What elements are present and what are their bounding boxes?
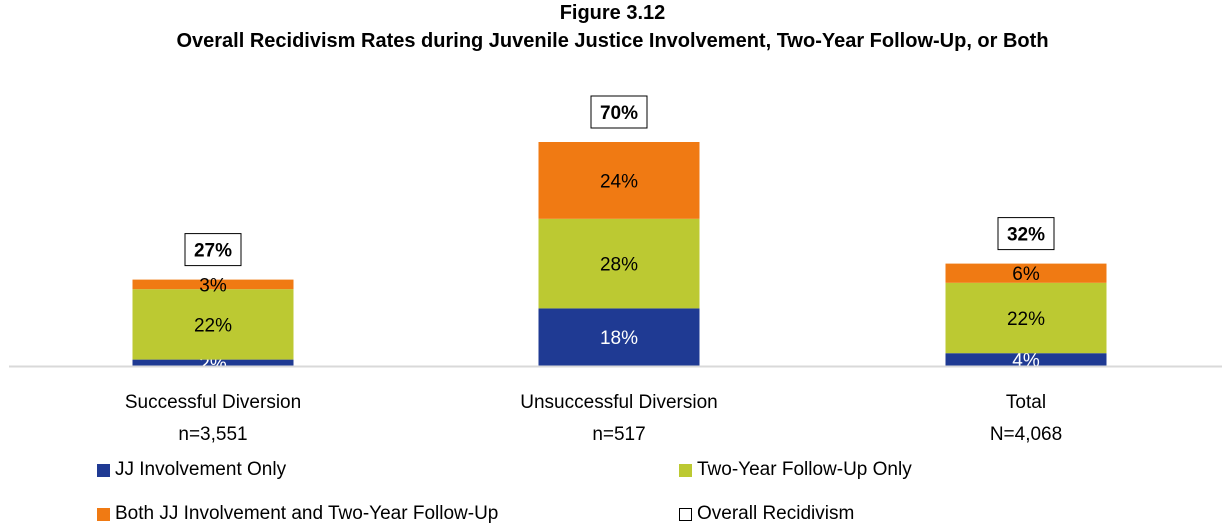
category-n-label: N=4,068 [990,424,1062,445]
category-n-label: n=517 [592,424,645,445]
bar-segment [538,308,700,366]
category-label: Total [1006,392,1046,413]
data-label: 6% [1012,264,1040,285]
bar-segment [132,289,294,360]
bar-segment [945,353,1107,366]
total-label-box [590,95,648,129]
total-label: 32% [1007,225,1045,246]
data-label: 4% [1012,351,1040,372]
legend-item-both: Both JJ Involvement and Two-Year Follow-… [97,503,498,525]
legend-label: Overall Recidivism [697,503,855,524]
bar-segment [538,142,700,219]
total-label-box [184,233,242,267]
bar-segment [132,279,294,290]
bar-segment [945,282,1107,354]
figure-number: Figure 3.12 [559,2,666,24]
category-label: Unsuccessful Diversion [520,392,717,413]
data-label: 28% [600,255,638,276]
data-label: 24% [600,171,638,192]
legend-label: Two-Year Follow-Up Only [697,459,912,480]
legend-swatch [97,507,110,521]
legend-item-jj-involvement: JJ Involvement Only [97,459,286,481]
legend-label: JJ Involvement Only [115,459,287,480]
legend-swatch [679,463,692,477]
legend-swatch [97,463,110,477]
data-label: 22% [194,315,232,336]
legend-swatch [679,507,692,521]
data-label: 22% [1007,309,1045,330]
total-label-box [997,217,1055,251]
category-label: Successful Diversion [125,392,301,413]
data-label: 18% [600,328,638,349]
bar-segment [945,263,1107,283]
category-n-label: n=3,551 [178,424,247,445]
legend-item-overall-recidivism: Overall Recidivism [679,503,854,525]
bar-segment [132,359,294,366]
legend-item-two-year-followup: Two-Year Follow-Up Only [679,459,912,481]
legend-label: Both JJ Involvement and Two-Year Follow-… [115,503,499,524]
bar-segment [538,218,700,309]
stacked-bar-chart: 2%22%3%27%Successful Diversionn=3,55118%… [9,95,1222,445]
data-label: 3% [199,275,227,296]
chart-title: Overall Recidivism Rates during Juvenile… [176,30,1049,52]
total-label: 70% [600,103,638,124]
total-label: 27% [194,241,232,262]
